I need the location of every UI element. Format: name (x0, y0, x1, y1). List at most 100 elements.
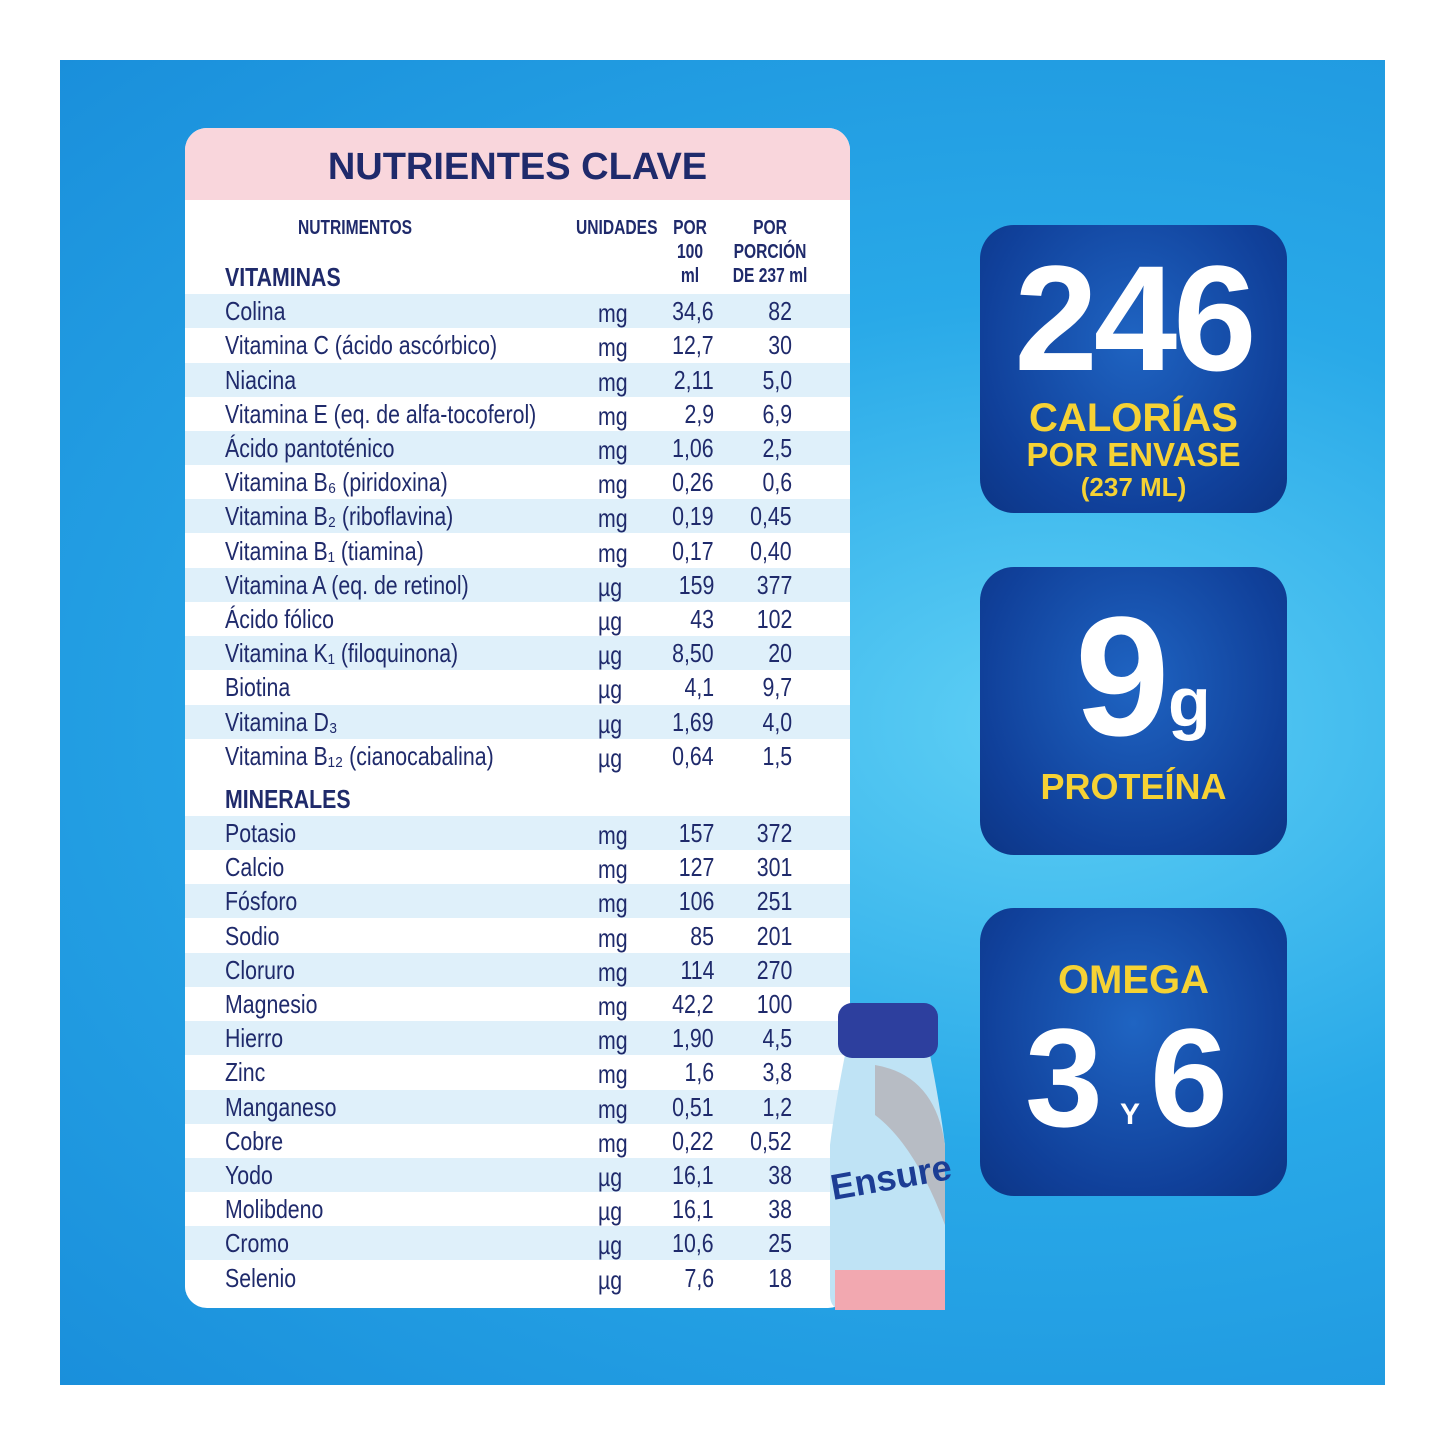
per-serving: 38 (768, 1160, 792, 1190)
unit: µg (598, 1230, 623, 1261)
omega-badge: OMEGA 3 Y 6 (980, 908, 1287, 1196)
nutrient-name: Cobre (225, 1125, 284, 1156)
nutrient-name: Sodio (225, 920, 280, 951)
row-band (185, 987, 850, 1021)
row-band (185, 918, 850, 953)
per-serving: 1,2 (762, 1091, 792, 1122)
per-serving: 2,5 (762, 433, 792, 463)
per-100ml: 4,1 (684, 672, 714, 703)
row-band (185, 1226, 850, 1261)
per-serving: 9,7 (762, 672, 792, 703)
row-band (185, 1055, 850, 1090)
per-100ml: 85 (690, 920, 714, 951)
row-band (185, 670, 850, 705)
row-band (185, 396, 850, 431)
unit: mg (598, 469, 628, 500)
unit: mg (598, 888, 628, 919)
unit: µg (598, 1162, 623, 1192)
column-header: UNIDADES (576, 217, 658, 239)
nutrient-name: Fósforo (225, 886, 298, 917)
per-100ml: 2,9 (684, 398, 714, 429)
unit: mg (598, 400, 628, 431)
protein-value: 9 (1075, 582, 1170, 772)
protein-label: PROTEÍNA (1040, 766, 1227, 807)
card-title: NUTRIENTES CLAVE (327, 146, 708, 188)
per-serving: 4,5 (762, 1023, 792, 1054)
per-serving: 30 (768, 330, 792, 361)
nutrient-name: Yodo (225, 1160, 273, 1190)
omega-joiner: Y (1120, 1098, 1141, 1131)
row-band (185, 431, 850, 465)
per-serving: 372 (756, 818, 792, 848)
row-band (185, 294, 850, 329)
nutrient-name: Cloruro (225, 954, 295, 985)
nutrient-name: Niacina (225, 364, 297, 395)
unit: mg (598, 366, 628, 397)
per-serving: 0,6 (762, 467, 792, 498)
unit: mg (598, 820, 628, 850)
row-band (185, 1192, 850, 1227)
bottle-stripe (875, 1065, 945, 1225)
row-band (185, 952, 850, 987)
unit: µg (598, 1196, 623, 1227)
unit: mg (598, 435, 628, 465)
per-100ml: 127 (678, 852, 714, 883)
per-serving: 301 (756, 852, 792, 883)
unit: mg (598, 956, 628, 987)
unit: mg (598, 991, 628, 1021)
per-serving: 38 (768, 1194, 792, 1225)
row-band (185, 499, 850, 534)
per-100ml: 0,64 (672, 740, 714, 771)
per-serving: 3,8 (762, 1057, 792, 1088)
per-serving: 82 (768, 296, 792, 327)
nutrient-name: Vitamina B₁₂ (cianocabalina) (225, 740, 494, 771)
column-header: POR PORCIÓN DE 237 ml (732, 217, 808, 287)
omega-b: 6 (1150, 999, 1228, 1156)
row-band (185, 1158, 850, 1192)
per-100ml: 0,22 (672, 1125, 714, 1156)
nutrient-name: Ácido pantoténico (225, 433, 395, 463)
bottle: Ensure (827, 1003, 955, 1310)
unit: mg (598, 503, 628, 534)
row-band (185, 602, 850, 636)
per-serving: 377 (756, 569, 792, 600)
nutrient-name: Potasio (225, 818, 297, 848)
per-100ml: 159 (678, 569, 714, 600)
row-band (185, 884, 850, 919)
column-header: NUTRIMENTOS (297, 217, 413, 239)
nutrient-name: Zinc (225, 1057, 266, 1088)
per-100ml: 0,51 (672, 1091, 714, 1122)
omega-label: OMEGA (1057, 958, 1210, 1002)
row-band (185, 816, 850, 850)
per-100ml: 42,2 (672, 989, 714, 1019)
per-serving: 270 (756, 954, 792, 985)
bottle-fruit (835, 1270, 945, 1310)
row-band (185, 1021, 850, 1056)
row-band (185, 328, 850, 363)
per-100ml: 157 (678, 818, 714, 848)
per-100ml: 7,6 (684, 1262, 714, 1293)
per-serving: 0,52 (750, 1125, 792, 1156)
row-band (185, 533, 850, 568)
nutrient-name: Biotina (225, 672, 291, 703)
nutrient-name: Manganeso (225, 1091, 337, 1122)
per-100ml: 0,17 (672, 535, 714, 566)
per-100ml: 0,19 (672, 501, 714, 532)
unit: mg (598, 1059, 628, 1090)
bottle-cap (838, 1003, 938, 1058)
row-band (185, 636, 850, 671)
unit: µg (598, 571, 623, 602)
section-title: MINERALES (225, 783, 351, 814)
per-serving: 102 (756, 604, 792, 634)
nutrient-name: Calcio (225, 852, 285, 883)
row-band (185, 704, 850, 739)
unit: mg (598, 298, 628, 329)
per-serving: 4,0 (762, 706, 792, 737)
unit: mg (598, 922, 628, 953)
row-band (185, 1123, 850, 1158)
per-serving: 5,0 (762, 364, 792, 395)
calories-value: 246 (1014, 234, 1256, 402)
unit: µg (598, 1264, 623, 1295)
unit: µg (598, 640, 623, 671)
nutrient-name: Vitamina B₆ (piridoxina) (225, 467, 448, 498)
